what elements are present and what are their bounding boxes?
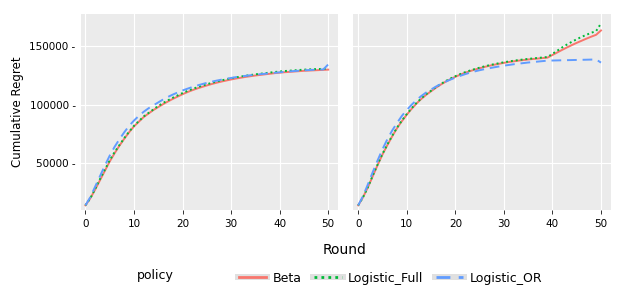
Y-axis label: Cumulative Regret: Cumulative Regret (11, 56, 24, 167)
Text: Round: Round (322, 244, 366, 257)
Legend: Beta, Logistic_Full, Logistic_OR: Beta, Logistic_Full, Logistic_OR (239, 272, 542, 285)
Text: policy: policy (137, 269, 174, 283)
